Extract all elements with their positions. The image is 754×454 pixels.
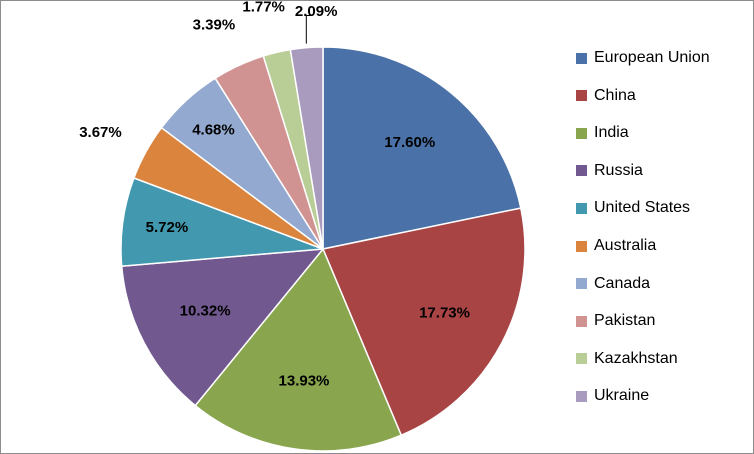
legend-swatch-european-union [576,52,587,64]
legend-swatch-india [576,127,587,139]
data-label-ukraine: 2.09% [295,3,338,20]
legend-label-united-states: United States [594,199,691,217]
leader-line-ukraine [305,14,313,44]
legend-item-kazakhstan: Kazakhstan [576,348,678,370]
data-label-canada: 4.68% [192,122,235,139]
legend-label-australia: Australia [594,237,657,254]
legend-label-china: China [594,86,636,104]
legend-swatch-australia [576,240,587,252]
data-label-china: 17.73% [419,304,470,321]
legend-item-pakistan: Pakistan [576,310,655,332]
legend-swatch-ukraine [576,390,587,402]
legend-swatch-canada [576,278,587,290]
data-label-kazakhstan: 1.77% [242,1,285,16]
legend-item-united-states: United States [576,197,690,219]
legend-swatch-kazakhstan [576,353,587,365]
legend-label-european-union: European Union [594,49,710,66]
legend-label-ukraine: Ukraine [594,387,650,405]
pie-slice-china [321,207,526,437]
legend-swatch-united-states [576,202,587,214]
data-label-australia: 3.67% [79,124,122,141]
legend-label-canada: Canada [594,274,651,292]
data-label-india: 13.93% [279,372,330,389]
data-label-european-union: 17.60% [384,134,435,151]
legend-item-canada: Canada [576,273,650,295]
legend-item-australia: Australia [576,235,656,257]
data-label-pakistan: 3.39% [193,17,236,34]
legend-swatch-russia [576,165,587,177]
legend-item-china: China [576,85,636,107]
pie-slice-ukraine [289,46,324,250]
pie-slice-european-union [322,46,522,250]
legend-item-ukraine: Ukraine [576,385,649,407]
legend-label-india: India [594,124,629,142]
legend-label-russia: Russia [594,161,643,179]
legend-swatch-pakistan [576,315,587,327]
pie-slice-india [194,247,403,452]
pie-slice-russia [120,248,325,407]
legend-label-pakistan: Pakistan [594,312,656,330]
legend-label-kazakhstan: Kazakhstan [594,349,678,367]
data-label-united-states: 5.72% [146,219,189,236]
legend-item-russia: Russia [576,160,643,182]
data-label-russia: 10.32% [180,303,231,320]
legend-swatch-china [576,90,587,102]
legend-item-india: India [576,122,629,144]
legend-item-european-union: European Union [576,47,710,69]
